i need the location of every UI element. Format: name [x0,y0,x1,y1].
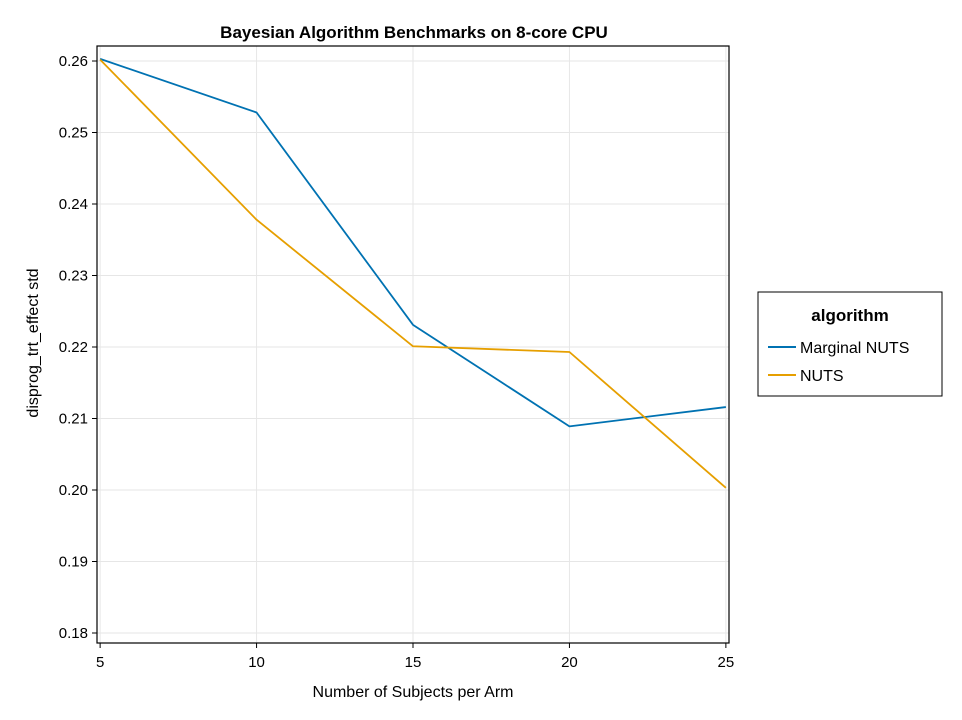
x-tick-label: 10 [248,654,265,671]
grid-lines [97,46,729,643]
x-tick-label: 20 [561,654,578,671]
legend-label-marginal-nuts: Marginal NUTS [800,340,909,357]
x-tick-label: 15 [405,654,422,671]
plot-frame [96,45,730,644]
y-tick-label: 0.18 [59,625,88,642]
x-axis-label: Number of Subjects per Arm [313,684,514,701]
y-tick-label: 0.20 [59,482,88,499]
legend-title: algorithm [811,306,888,325]
series-lines [99,58,727,489]
y-tick-label: 0.19 [59,553,88,570]
x-tick-label: 25 [718,654,735,671]
y-tick-label: 0.25 [59,125,88,142]
legend-label-nuts: NUTS [800,368,844,385]
axis-ticks: 5 10 15 20 25 0.18 0.19 0.20 0.21 0.22 0.23 0.24 0.2… [59,53,734,671]
x-tick-label: 5 [96,654,104,671]
legend: algorithm Marginal NUTS NUTS [757,291,943,397]
y-tick-label: 0.22 [59,339,88,356]
chart-title: Bayesian Algorithm Benchmarks on 8-core … [220,23,608,42]
y-axis-label: disprog_trt_effect std [25,268,42,417]
y-tick-label: 0.24 [59,196,88,213]
y-tick-label: 0.26 [59,53,88,70]
y-tick-label: 0.21 [59,410,88,427]
y-tick-label: 0.23 [59,268,88,285]
legend-box [757,291,943,397]
